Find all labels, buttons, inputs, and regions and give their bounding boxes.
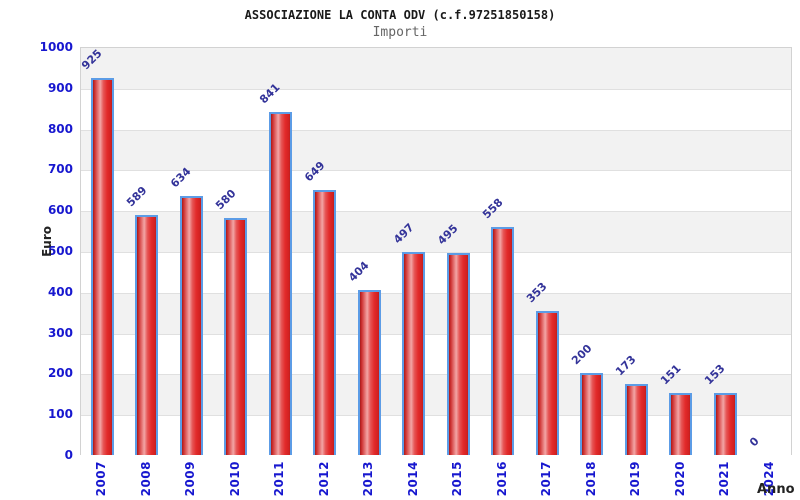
x-tick-label: 2015 bbox=[450, 461, 464, 497]
gridline bbox=[81, 88, 791, 90]
y-tick-label: 0 bbox=[64, 448, 73, 462]
gridline bbox=[81, 170, 791, 172]
y-tick-label: 900 bbox=[47, 81, 73, 95]
y-tick-label: 500 bbox=[47, 244, 73, 258]
bar-2008 bbox=[135, 215, 158, 455]
x-tick-label: 2018 bbox=[584, 461, 598, 497]
x-tick-label: 2007 bbox=[94, 461, 108, 497]
gridline bbox=[81, 415, 791, 417]
bar-2018 bbox=[580, 373, 603, 455]
x-tick-label: 2011 bbox=[272, 461, 286, 497]
x-tick-label: 2019 bbox=[628, 461, 642, 497]
y-tick-label: 100 bbox=[47, 407, 73, 421]
y-tick-label: 800 bbox=[47, 122, 73, 136]
gridline bbox=[81, 129, 791, 131]
bar-2013 bbox=[358, 290, 381, 455]
plot-band bbox=[81, 129, 791, 171]
y-tick-label: 1000 bbox=[39, 40, 73, 54]
y-axis-title: Euro bbox=[40, 226, 54, 257]
bar-2010 bbox=[224, 218, 247, 455]
bar-2016 bbox=[491, 227, 514, 455]
gridline bbox=[81, 252, 791, 253]
bar-2019 bbox=[625, 384, 648, 455]
bar-2021 bbox=[714, 393, 737, 455]
plot-band bbox=[81, 48, 791, 89]
bar-2015 bbox=[447, 253, 470, 455]
bar-2012 bbox=[313, 190, 336, 455]
plot-band bbox=[81, 88, 791, 130]
bar-2011 bbox=[269, 112, 292, 455]
y-tick-label: 400 bbox=[47, 285, 73, 299]
gridline bbox=[81, 211, 791, 213]
chart-title: ASSOCIAZIONE LA CONTA ODV (c.f.972518501… bbox=[244, 8, 556, 22]
x-tick-label: 2010 bbox=[228, 461, 242, 497]
x-tick-label: 2013 bbox=[361, 461, 375, 497]
x-tick-label: 2014 bbox=[406, 461, 420, 497]
chart-subtitle: Importi bbox=[372, 25, 428, 40]
y-tick-label: 300 bbox=[47, 326, 73, 340]
bar-2014 bbox=[402, 252, 425, 455]
gridline bbox=[81, 292, 791, 294]
x-tick-label: 2020 bbox=[673, 461, 687, 497]
x-tick-label: 2009 bbox=[183, 461, 197, 497]
bar-2020 bbox=[669, 393, 692, 455]
x-tick-label: 2017 bbox=[539, 461, 553, 497]
y-tick-label: 700 bbox=[47, 162, 73, 176]
gridline bbox=[81, 374, 791, 376]
y-tick-label: 200 bbox=[47, 366, 73, 380]
bar-2009 bbox=[180, 196, 203, 455]
x-tick-label: 2021 bbox=[717, 461, 731, 497]
bar-2017 bbox=[536, 311, 559, 455]
bar-2007 bbox=[91, 78, 114, 455]
y-tick-label: 600 bbox=[47, 203, 73, 217]
x-tick-label: 2008 bbox=[139, 461, 153, 497]
x-axis-title: Anno bbox=[757, 482, 795, 497]
gridline bbox=[81, 333, 791, 335]
x-tick-label: 2016 bbox=[495, 461, 509, 497]
x-tick-label: 2012 bbox=[317, 461, 331, 497]
